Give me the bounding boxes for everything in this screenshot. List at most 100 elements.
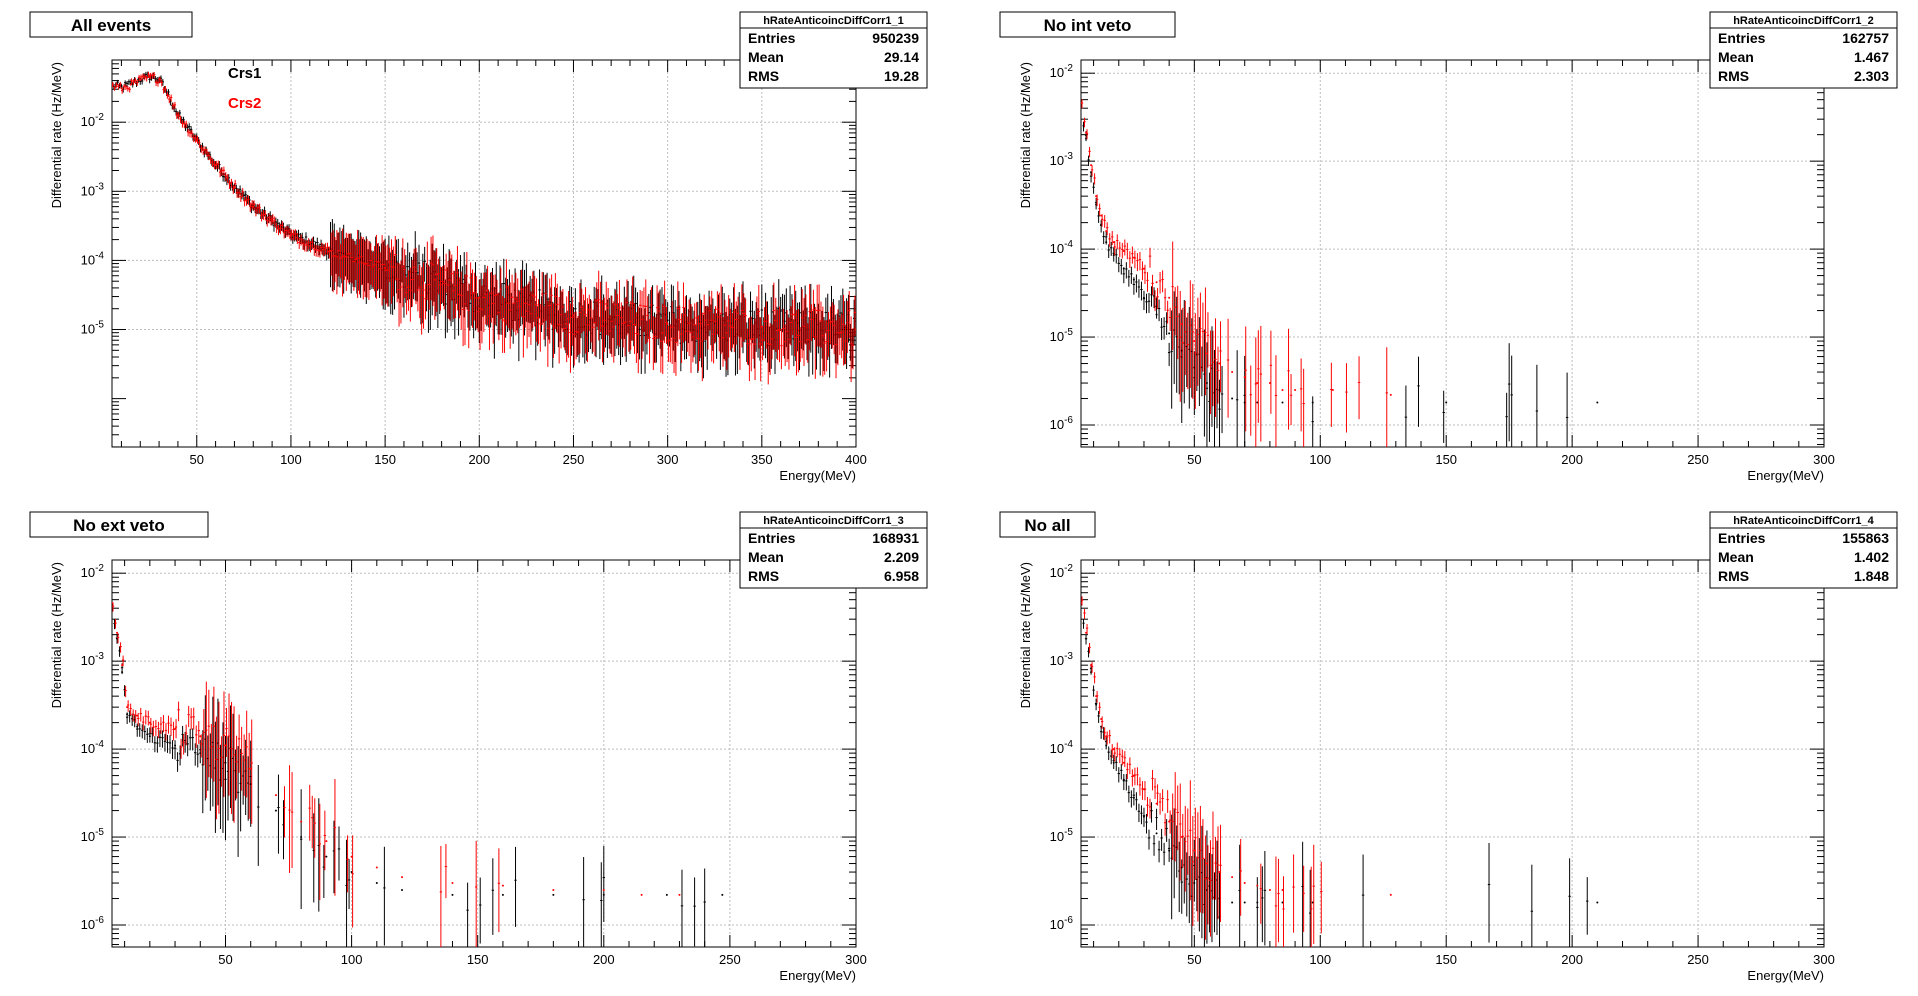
data-point-value bbox=[1105, 744, 1108, 747]
data-point-value bbox=[1081, 601, 1082, 604]
legend-entry-Crs1: Crs1 bbox=[228, 65, 261, 82]
data-point-value bbox=[1256, 401, 1259, 404]
data-point-value bbox=[1218, 871, 1221, 874]
data-point-value bbox=[1256, 382, 1259, 385]
data-point-value bbox=[1168, 849, 1171, 852]
y-tick-label: 10-5 bbox=[81, 827, 105, 844]
stats-value-mean: 2.209 bbox=[884, 549, 919, 565]
stats-histogram-name: hRateAnticoincDiffCorr1_3 bbox=[763, 515, 904, 527]
data-group bbox=[112, 71, 856, 385]
data-point-value bbox=[1132, 278, 1135, 281]
data-point-value bbox=[249, 783, 252, 786]
data-point-value bbox=[602, 889, 605, 892]
data-point-value bbox=[1085, 137, 1088, 140]
data-point-value bbox=[1193, 366, 1196, 369]
panel-title: No ext veto bbox=[73, 516, 165, 535]
x-tick-label: 50 bbox=[1187, 952, 1201, 967]
y-tick-label: 10-4 bbox=[1050, 239, 1074, 256]
data-point-value bbox=[1268, 889, 1271, 892]
x-tick-label: 200 bbox=[468, 452, 490, 467]
data-point-value bbox=[224, 761, 227, 764]
data-point-value bbox=[602, 893, 605, 896]
x-tick-label: 250 bbox=[719, 952, 741, 967]
data-point-value bbox=[1311, 901, 1314, 904]
stats-key-rms: RMS bbox=[1718, 568, 1749, 584]
x-tick-label: 300 bbox=[657, 452, 679, 467]
x-tick-label: 50 bbox=[218, 952, 232, 967]
data-point-value bbox=[1095, 195, 1098, 198]
data-point-value bbox=[120, 87, 123, 90]
data-point-value bbox=[1085, 631, 1088, 634]
stats-key-entries: Entries bbox=[748, 530, 796, 546]
data-point-value bbox=[552, 889, 555, 892]
data-point-value bbox=[112, 601, 113, 604]
data-point-value bbox=[1445, 401, 1448, 404]
data-point-value bbox=[136, 714, 139, 717]
data-point-value bbox=[274, 809, 277, 812]
data-point-value bbox=[174, 744, 177, 747]
stats-value-rms: 6.958 bbox=[884, 568, 919, 584]
data-point-value bbox=[1180, 323, 1183, 326]
data-point-value bbox=[1596, 901, 1599, 904]
data-point-value bbox=[1205, 382, 1208, 385]
stats-value-mean: 1.402 bbox=[1854, 549, 1889, 565]
series-Crs1 bbox=[112, 71, 856, 379]
stats-box-frame bbox=[1709, 11, 1898, 89]
data-point-value bbox=[1168, 820, 1171, 823]
data-point-value bbox=[1122, 778, 1125, 781]
x-tick-label: 350 bbox=[751, 452, 773, 467]
x-tick-label: 100 bbox=[1309, 452, 1331, 467]
stats-value-entries: 155863 bbox=[1842, 530, 1889, 546]
data-point-value bbox=[174, 727, 177, 730]
data-point-value bbox=[1132, 774, 1135, 777]
stats-histogram-name: hRateAnticoincDiffCorr1_4 bbox=[1733, 515, 1874, 527]
stats-key-entries: Entries bbox=[748, 30, 796, 46]
data-point-value bbox=[1095, 703, 1098, 706]
y-axis-label: Differential rate (Hz/MeV) bbox=[49, 562, 64, 708]
data-point-value bbox=[139, 78, 142, 81]
data-point-value bbox=[1155, 802, 1158, 805]
data-point-value bbox=[195, 139, 198, 142]
data-point-value bbox=[126, 713, 129, 716]
data-point-value bbox=[1095, 203, 1098, 206]
data-point-value bbox=[233, 186, 236, 189]
stats-box-frame bbox=[739, 511, 928, 589]
data-point-value bbox=[249, 767, 252, 770]
y-tick-label: 10-4 bbox=[81, 739, 105, 756]
y-tick-label: 10-2 bbox=[1050, 563, 1074, 580]
data-point-value bbox=[1090, 671, 1093, 674]
data-point-value bbox=[1132, 796, 1135, 799]
data-point-value bbox=[116, 637, 119, 640]
data-point-value bbox=[721, 893, 724, 896]
data-point-value bbox=[1596, 401, 1599, 404]
data-point-value bbox=[148, 735, 151, 738]
y-tick-label: 10-5 bbox=[1050, 327, 1074, 344]
series-Crs2 bbox=[112, 71, 856, 385]
data-point-value bbox=[1231, 371, 1234, 374]
data-point-value bbox=[1112, 748, 1115, 751]
data-point-value bbox=[126, 706, 129, 709]
data-point-value bbox=[271, 220, 274, 223]
data-point-value bbox=[129, 83, 132, 86]
data-point-value bbox=[1085, 637, 1088, 640]
x-axis-label: Energy(MeV) bbox=[1747, 468, 1824, 483]
x-tick-label: 300 bbox=[1813, 452, 1835, 467]
x-tick-label: 150 bbox=[374, 452, 396, 467]
stats-key-entries: Entries bbox=[1718, 530, 1766, 546]
data-point-value bbox=[1100, 725, 1103, 728]
data-point-value bbox=[1142, 815, 1145, 818]
y-tick-label: 10-6 bbox=[1050, 415, 1074, 432]
data-point-value bbox=[1132, 256, 1135, 259]
data-point-value bbox=[1256, 901, 1259, 904]
y-tick-label: 10-2 bbox=[81, 563, 105, 580]
series-Crs2 bbox=[1081, 99, 1392, 447]
data-point-value bbox=[199, 752, 202, 755]
x-tick-label: 200 bbox=[1561, 452, 1583, 467]
data-point-value bbox=[1168, 332, 1171, 335]
data-point-value bbox=[121, 664, 124, 667]
data-point-value bbox=[451, 882, 454, 885]
x-tick-label: 100 bbox=[280, 452, 302, 467]
data-point-value bbox=[112, 84, 113, 87]
stats-value-mean: 1.467 bbox=[1854, 49, 1889, 65]
